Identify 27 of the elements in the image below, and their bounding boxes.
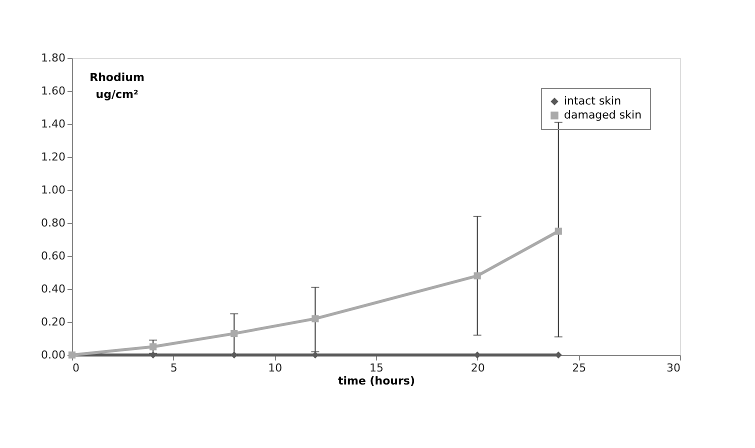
x-tick-label: 15 — [370, 362, 384, 374]
legend-label: damaged skin — [564, 108, 642, 122]
y-axis-title: Rhodium ug/cm² — [90, 71, 144, 101]
x-tick-label: 20 — [470, 362, 485, 374]
x-tick-label: 10 — [268, 362, 282, 374]
y-tick-label: 0.40 — [41, 282, 66, 296]
point — [312, 315, 319, 322]
point — [230, 351, 238, 359]
y-tick-label: 1.20 — [41, 150, 66, 164]
x-axis-title: time (hours) — [338, 374, 416, 388]
y-tick-label: 1.80 — [41, 52, 66, 64]
x-tick-label: 30 — [666, 362, 680, 374]
y-tick-label: 1.00 — [41, 184, 66, 196]
y-tick-label: 0.60 — [41, 250, 66, 262]
y-tick-label: 0.20 — [41, 316, 66, 328]
y-tick-label: 1.60 — [41, 84, 66, 98]
point — [230, 330, 238, 338]
x-tick-label: 0 — [72, 362, 80, 374]
point — [554, 228, 562, 235]
y-tick-label: 1.40 — [41, 118, 66, 130]
y-tick-label: 0.00 — [41, 348, 66, 362]
y-tick-label: 0.80 — [41, 216, 66, 230]
x-tick-label: 25 — [572, 362, 586, 374]
point — [150, 343, 157, 350]
point — [474, 272, 481, 280]
x-tick-label: 5 — [170, 362, 178, 374]
legend-label: intact skin — [564, 94, 622, 108]
